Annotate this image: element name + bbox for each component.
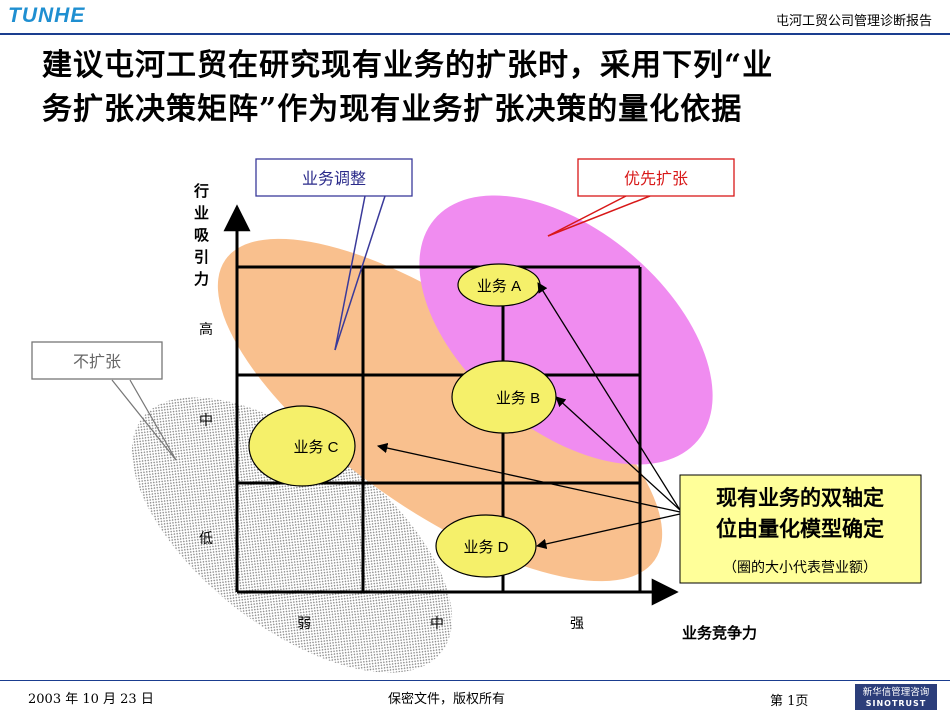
footer-date: 2003 年 10 月 23 日 [28, 692, 154, 707]
expand-pointer [547, 195, 651, 237]
business-d-label: 业务 D [463, 539, 508, 556]
business-c-label: 业务 C [293, 439, 338, 456]
adjust-pointer [334, 195, 386, 351]
model-note-box [679, 474, 922, 584]
sinotrust-logo-cn: 新华信管理咨询 [863, 686, 930, 698]
no-expand-callout-label: 不扩张 [73, 352, 121, 371]
no-expand-pointer [129, 379, 177, 461]
y-label-char: 业 [194, 204, 209, 222]
business-b-label: 业务 B [496, 390, 540, 407]
x-tick-strong: 强 [570, 616, 584, 632]
report-name: 屯河工贸公司管理诊断报告 [775, 14, 932, 29]
x-tick-weak: 弱 [297, 616, 311, 632]
x-axis-label: 业务竞争力 [682, 624, 757, 642]
sinotrust-logo: 新华信管理咨询 SINOTRUST [855, 684, 937, 710]
y-tick-mid: 中 [199, 413, 213, 429]
adjust-pointer [334, 195, 366, 351]
business-c-bubble [248, 405, 356, 487]
logo-text: TUNHE [8, 4, 85, 27]
y-label-char: 吸 [194, 226, 210, 244]
page-number: 第 1页 [770, 694, 809, 709]
header-divider [0, 33, 950, 35]
adjust-callout-label: 业务调整 [302, 169, 366, 188]
business-a-label: 业务 A [477, 278, 521, 295]
model-note-line-1: 现有业务的双轴定 [716, 486, 884, 510]
no-expand-zone [131, 397, 453, 673]
y-axis-label: 行 业 吸 引 力 [193, 182, 210, 288]
expand-callout-label: 优先扩张 [624, 169, 688, 188]
page-title: 建议屯河工贸在研究现有业务的扩张时，采用下列“业 务扩张决策矩阵”作为现有业务扩… [42, 44, 922, 132]
model-note-line-2: 位由量化模型确定 [716, 517, 884, 541]
y-label-char: 行 [193, 182, 209, 200]
footer-confidential: 保密文件，版权所有 [388, 692, 506, 707]
tunhe-logo: TUNHE [8, 4, 85, 27]
title-line-1: 建议屯河工贸在研究现有业务的扩张时，采用下列“业 [42, 48, 774, 83]
expand-callout-box [577, 158, 735, 197]
model-note-sub: （圈的大小代表营业额） [723, 560, 877, 576]
y-tick-low: 低 [199, 531, 213, 547]
y-label-char: 力 [194, 270, 209, 288]
x-tick-mid: 中 [430, 616, 444, 632]
adjust-callout-box [255, 158, 413, 197]
y-label-char: 引 [194, 248, 209, 266]
title-line-2: 务扩张决策矩阵”作为现有业务扩张决策的量化依据 [42, 92, 743, 127]
expand-pointer [547, 195, 627, 237]
model-arrows [376, 282, 681, 550]
no-expand-callout-box [31, 341, 163, 380]
footer-divider [0, 680, 950, 681]
adjust-zone [217, 238, 663, 582]
sinotrust-logo-en: SINOTRUST [866, 699, 927, 708]
y-tick-high: 高 [199, 321, 213, 338]
no-expand-pointer [111, 379, 177, 461]
